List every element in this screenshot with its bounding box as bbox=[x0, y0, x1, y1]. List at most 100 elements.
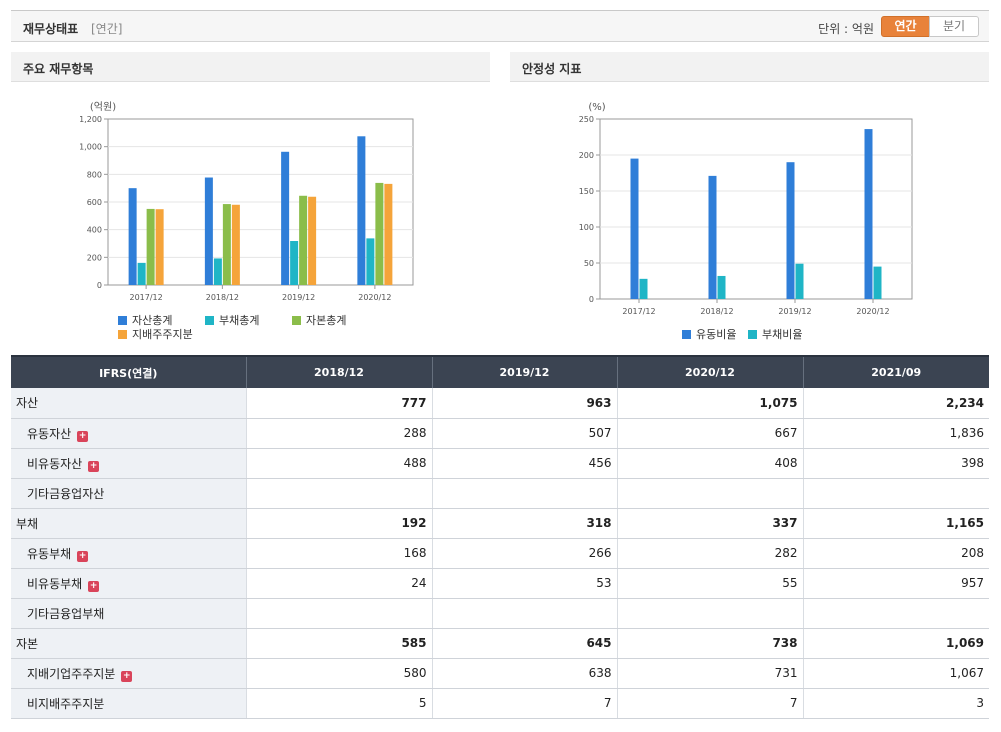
panel-header-right: 안정성 지표 bbox=[510, 52, 989, 82]
expand-icon[interactable]: + bbox=[88, 460, 100, 472]
legend-left: 자산총계 부채총계 자본총계 지배주주지분 bbox=[118, 312, 418, 342]
y-tick-label: 1,000 bbox=[79, 143, 102, 152]
legend-item: 부채비율 bbox=[748, 326, 802, 342]
balance-sheet-table: IFRS(연결) 2018/12 2019/12 2020/12 2021/09… bbox=[11, 355, 989, 719]
x-tick-label: 2020/12 bbox=[358, 293, 391, 302]
x-tick-label: 2018/12 bbox=[206, 293, 239, 302]
table-cell: 580 bbox=[245, 658, 432, 689]
row-label-cell: 유동부채 + bbox=[11, 538, 246, 569]
table-cell: 408 bbox=[616, 448, 803, 479]
table-cell bbox=[616, 478, 803, 509]
expand-icon[interactable]: + bbox=[88, 580, 100, 592]
legend-swatch bbox=[292, 316, 301, 325]
bar-1 bbox=[357, 136, 366, 285]
bar-3 bbox=[146, 208, 155, 285]
quarter-button[interactable]: 분기 bbox=[929, 16, 979, 37]
y-tick-label: 0 bbox=[589, 295, 594, 304]
legend-swatch bbox=[118, 330, 127, 339]
bar-2 bbox=[717, 275, 726, 299]
table-row: 기타금융업부채 bbox=[11, 598, 989, 629]
y-tick-label: 200 bbox=[87, 253, 102, 262]
row-label-cell: 기타금융업부채 bbox=[11, 598, 246, 629]
table-cell: 456 bbox=[431, 448, 617, 479]
bar-1 bbox=[864, 129, 873, 299]
row-label: 유동부채 bbox=[27, 546, 72, 561]
panel-title-stability: 안정성 지표 bbox=[522, 62, 582, 76]
y-tick-label: 150 bbox=[579, 187, 594, 196]
column-header: 2021/09 bbox=[802, 355, 989, 388]
y-tick-label: 200 bbox=[579, 151, 594, 160]
column-header: 2019/12 bbox=[431, 355, 617, 388]
row-label-cell: 부채 bbox=[11, 508, 246, 539]
stability-ratio-chart: (%) 0 50 100 150 200 250 2017/12 2018/12 2019/12 2… bbox=[579, 102, 913, 316]
table-cell: 1,075 bbox=[616, 388, 803, 419]
table-cell: 55 bbox=[616, 568, 803, 599]
row-label: 지배기업주주지분 bbox=[27, 666, 116, 681]
bar-3 bbox=[299, 195, 308, 285]
table-cell bbox=[802, 478, 989, 509]
bar-4 bbox=[384, 183, 393, 285]
column-header: 2020/12 bbox=[616, 355, 803, 388]
bar-1 bbox=[204, 177, 213, 285]
table-cell: 585 bbox=[245, 628, 432, 659]
table-cell: 963 bbox=[431, 388, 617, 419]
expand-icon[interactable]: + bbox=[77, 430, 89, 442]
table-cell: 288 bbox=[245, 418, 432, 449]
bar-1 bbox=[281, 151, 290, 285]
annual-button[interactable]: 연간 bbox=[881, 16, 930, 37]
table-cell: 1,165 bbox=[802, 508, 989, 539]
table-cell: 645 bbox=[431, 628, 617, 659]
y-tick-label: 250 bbox=[579, 115, 594, 124]
y-tick-label: 1,200 bbox=[79, 115, 102, 124]
table-cell: 208 bbox=[802, 538, 989, 569]
row-label: 비유동부채 bbox=[27, 576, 83, 591]
row-label: 비지배주주지분 bbox=[27, 696, 105, 711]
y-tick-label: 0 bbox=[97, 281, 102, 290]
legend-label: 유동비율 bbox=[696, 328, 737, 341]
table-cell: 1,067 bbox=[802, 658, 989, 689]
table-cell bbox=[431, 598, 617, 629]
table-cell: 282 bbox=[616, 538, 803, 569]
table-row: 자본 585 645 738 1,069 bbox=[11, 628, 989, 659]
table-row: 부채 192 318 337 1,165 bbox=[11, 508, 989, 539]
expand-icon[interactable]: + bbox=[121, 670, 133, 682]
table-row: 비지배주주지분 5 7 7 3 bbox=[11, 688, 989, 719]
legend-swatch bbox=[682, 330, 691, 339]
x-tick-label: 2018/12 bbox=[700, 307, 733, 316]
financial-items-chart: (억원) 0 200 400 600 800 1,000 1,200 2017/12 2018/1… bbox=[79, 101, 414, 302]
table-cell bbox=[245, 598, 432, 629]
table-cell bbox=[616, 598, 803, 629]
row-label-cell: 비유동자산 + bbox=[11, 448, 246, 479]
bar-2 bbox=[873, 266, 882, 299]
table-cell: 24 bbox=[245, 568, 432, 599]
row-label: 기타금융업부채 bbox=[27, 606, 105, 621]
expand-icon[interactable]: + bbox=[77, 550, 89, 562]
plot-area bbox=[599, 118, 913, 300]
table-cell: 168 bbox=[245, 538, 432, 569]
y-tick-label: 400 bbox=[87, 226, 102, 235]
unit-label: 단위 : 억원 bbox=[818, 22, 874, 36]
x-tick-label: 2017/12 bbox=[622, 307, 655, 316]
legend-swatch bbox=[748, 330, 757, 339]
panel-title-key-items: 주요 재무항목 bbox=[23, 62, 94, 76]
table-cell: 638 bbox=[431, 658, 617, 689]
table-cell: 266 bbox=[431, 538, 617, 569]
bar-2 bbox=[639, 278, 648, 299]
bar-1 bbox=[786, 162, 795, 299]
page-title: 재무상태표 bbox=[23, 22, 79, 36]
row-label-cell: 지배기업주주지분 + bbox=[11, 658, 246, 689]
legend-label: 부채총계 bbox=[219, 314, 260, 327]
legend-right: 유동비율 부채비율 bbox=[682, 326, 882, 342]
legend-item: 자산총계 bbox=[118, 312, 172, 328]
legend-item: 부채총계 bbox=[205, 312, 259, 328]
y-tick-label: 100 bbox=[579, 223, 594, 232]
legend-label: 부채비율 bbox=[762, 328, 803, 341]
bar-2 bbox=[795, 263, 804, 299]
page-subtitle: [연간] bbox=[91, 22, 123, 36]
table-row: 자산 777 963 1,075 2,234 bbox=[11, 388, 989, 419]
legend-label: 자본총계 bbox=[306, 314, 347, 327]
table-cell: 53 bbox=[431, 568, 617, 599]
y-tick-label: 50 bbox=[584, 259, 594, 268]
x-tick-label: 2017/12 bbox=[130, 293, 163, 302]
legend-item: 유동비율 bbox=[682, 326, 736, 342]
